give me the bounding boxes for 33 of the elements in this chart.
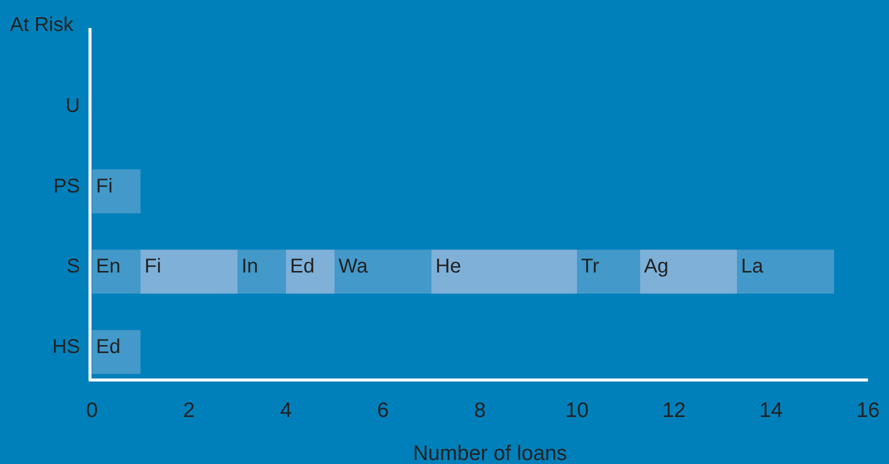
series-label: La — [741, 256, 764, 278]
bar — [577, 250, 640, 294]
series-label: In — [242, 256, 258, 278]
series-label: Fi — [96, 175, 113, 198]
x-tick-label: 16 — [856, 399, 880, 422]
y-tick-label: PS — [53, 175, 80, 198]
x-tick-label: 12 — [662, 399, 686, 422]
bar — [334, 250, 432, 294]
bar — [432, 250, 577, 294]
y-axis-title: At Risk — [10, 14, 74, 36]
x-tick-label: 2 — [183, 399, 195, 422]
series-label: Ag — [644, 256, 669, 278]
series-label: Wa — [338, 256, 369, 278]
x-tick-label: 10 — [565, 399, 589, 422]
bar — [737, 250, 834, 294]
x-tick-label: 14 — [759, 399, 783, 422]
series-label: Tr — [581, 256, 600, 278]
bar — [238, 250, 286, 294]
series-label: Ed — [290, 256, 314, 278]
y-tick-label: HS — [52, 336, 80, 358]
text: Ed — [96, 336, 120, 358]
y-tick-label: S — [66, 256, 80, 278]
bar — [640, 250, 738, 294]
x-tick-label: 4 — [280, 399, 292, 422]
x-tick-label: 8 — [474, 399, 486, 422]
y-tick-label: U — [66, 95, 80, 117]
x-axis-title: Number of loans — [412, 442, 568, 464]
series-label: He — [436, 256, 462, 278]
x-tick-label: 6 — [377, 399, 389, 422]
x-tick-label: 0 — [86, 399, 98, 422]
bar — [92, 250, 140, 294]
text: Fi — [144, 256, 162, 278]
series-label: En — [96, 256, 120, 278]
